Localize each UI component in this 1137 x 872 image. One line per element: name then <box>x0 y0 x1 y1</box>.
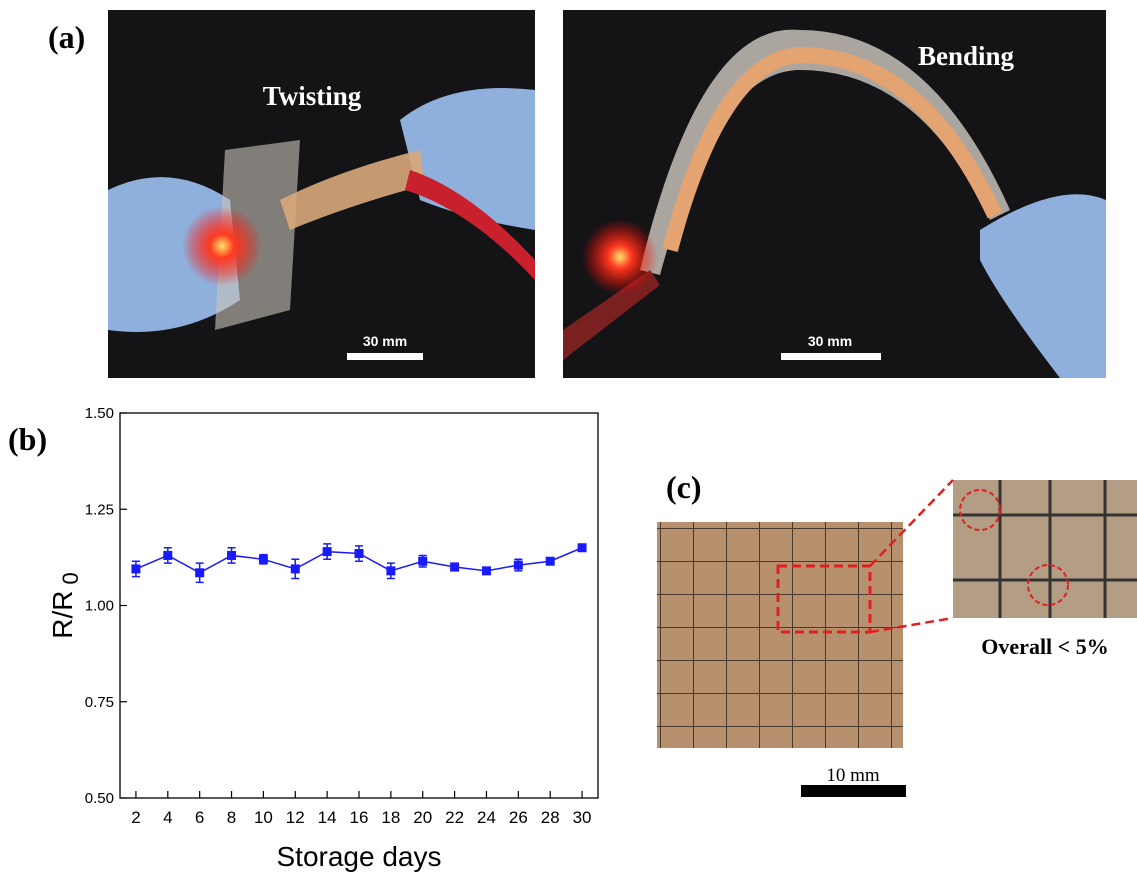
caption: Overall < 5% <box>981 634 1108 659</box>
point <box>450 563 459 572</box>
point <box>482 566 491 575</box>
panel-label: (c) <box>666 469 702 505</box>
y-tick-label: 0.50 <box>85 790 114 807</box>
point <box>323 547 332 556</box>
y-tick-label: 0.75 <box>85 694 114 711</box>
plot-frame <box>120 413 598 798</box>
y-tick-label: 1.00 <box>85 598 114 615</box>
point <box>227 551 236 560</box>
point <box>259 555 268 564</box>
x-tick-label: 6 <box>195 808 204 827</box>
photo-zoom <box>953 480 1137 618</box>
y-axis-label-main: R/R <box>47 591 78 639</box>
y-axis-label: R/R 0 <box>47 572 83 638</box>
point <box>195 568 204 577</box>
figure: Twisting 30 mm Bending 30 mm (a) (b) 0.5… <box>0 0 1137 872</box>
point <box>546 557 555 566</box>
scale-label: 10 mm <box>826 765 880 786</box>
x-tick-label: 14 <box>318 808 337 827</box>
x-tick-label: 4 <box>163 808 172 827</box>
x-tick-label: 8 <box>227 808 236 827</box>
x-tick-label: 18 <box>381 808 400 827</box>
x-tick-label: 12 <box>286 808 305 827</box>
scale-bar <box>781 353 881 360</box>
x-tick-label: 20 <box>413 808 432 827</box>
x-axis-label: Storage days <box>277 841 442 872</box>
x-tick-label: 22 <box>445 808 464 827</box>
photo-bending <box>563 10 1106 378</box>
y-axis-label-sub: 0 <box>58 572 83 584</box>
x-tick-label: 2 <box>131 808 140 827</box>
panel-label: (a) <box>48 19 85 55</box>
point <box>418 557 427 566</box>
photo-crosshatch <box>657 522 903 748</box>
point <box>355 549 364 558</box>
y-tick-label: 1.25 <box>85 501 114 518</box>
caption: Bending <box>918 41 1015 71</box>
panel-label: (b) <box>8 421 47 457</box>
x-tick-label: 24 <box>477 808 496 827</box>
scale-label: 30 mm <box>808 333 852 349</box>
y-tick-label: 1.50 <box>85 405 114 422</box>
caption: Twisting <box>263 81 362 111</box>
point <box>578 543 587 552</box>
point <box>514 561 523 570</box>
point <box>163 551 172 560</box>
x-tick-label: 10 <box>254 808 273 827</box>
x-tick-label: 16 <box>350 808 369 827</box>
x-tick-label: 30 <box>573 808 592 827</box>
photo-twisting <box>108 10 535 378</box>
x-tick-label: 26 <box>509 808 528 827</box>
scale-bar <box>347 353 423 360</box>
point <box>386 566 395 575</box>
point <box>291 564 300 573</box>
scale-bar <box>801 785 906 797</box>
x-tick-label: 28 <box>541 808 560 827</box>
point <box>131 564 140 573</box>
scale-label: 30 mm <box>363 333 407 349</box>
